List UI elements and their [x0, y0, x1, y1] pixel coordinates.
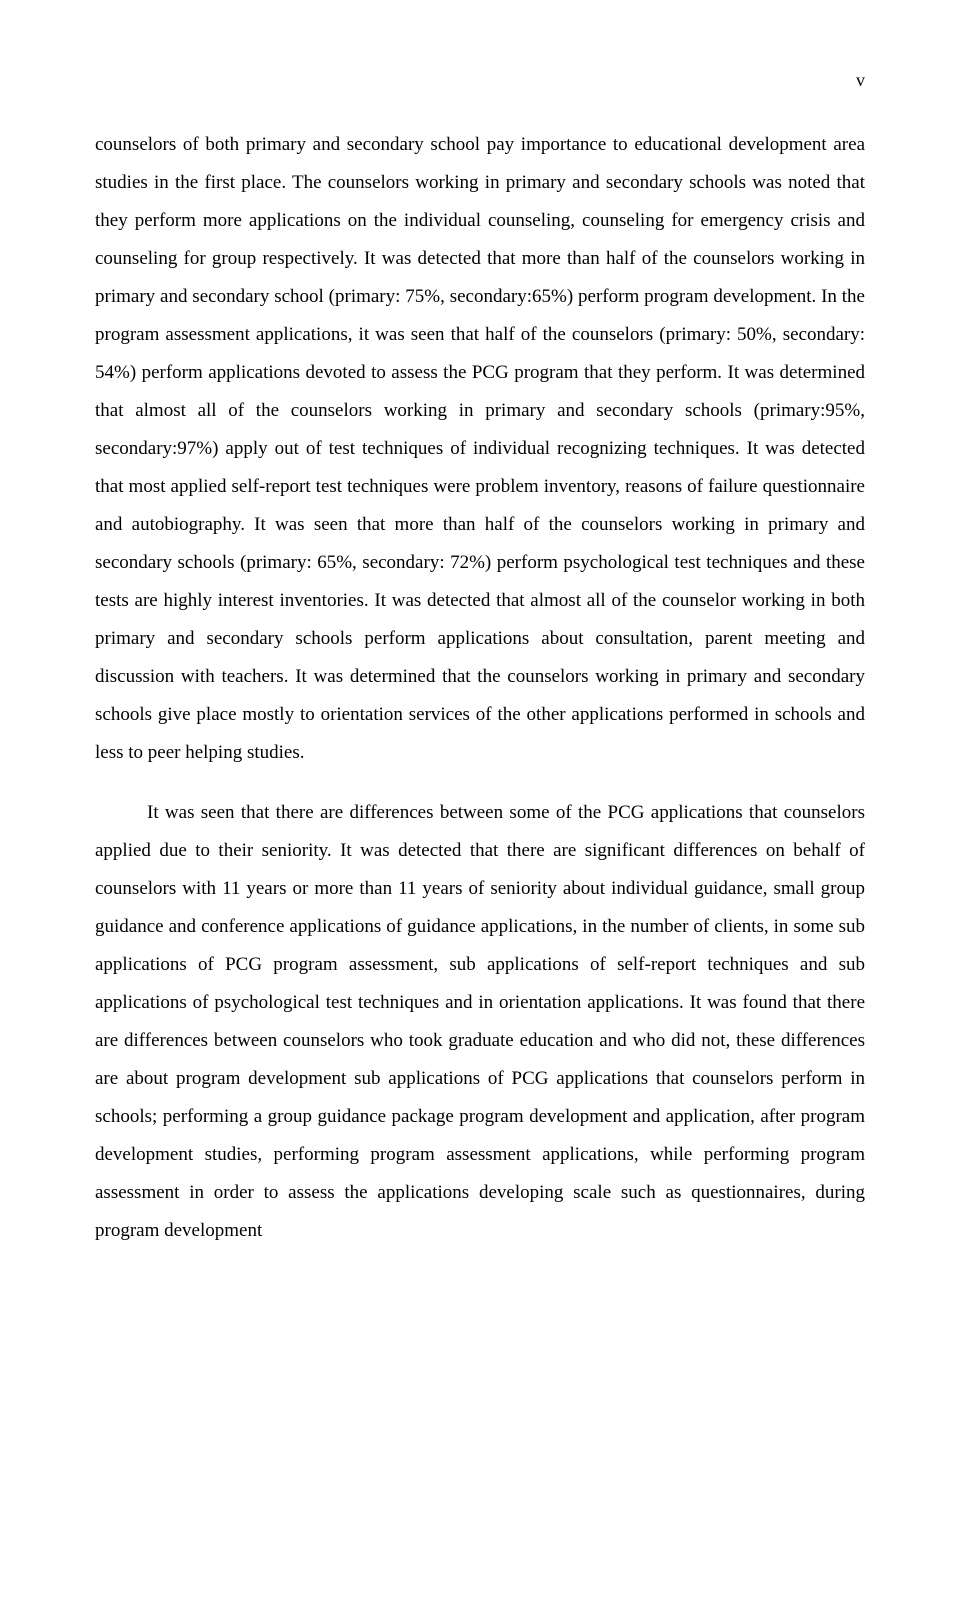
page-number: v [95, 70, 865, 91]
body-paragraph-2: It was seen that there are differences b… [95, 794, 865, 1250]
body-paragraph-1: counselors of both primary and secondary… [95, 126, 865, 772]
